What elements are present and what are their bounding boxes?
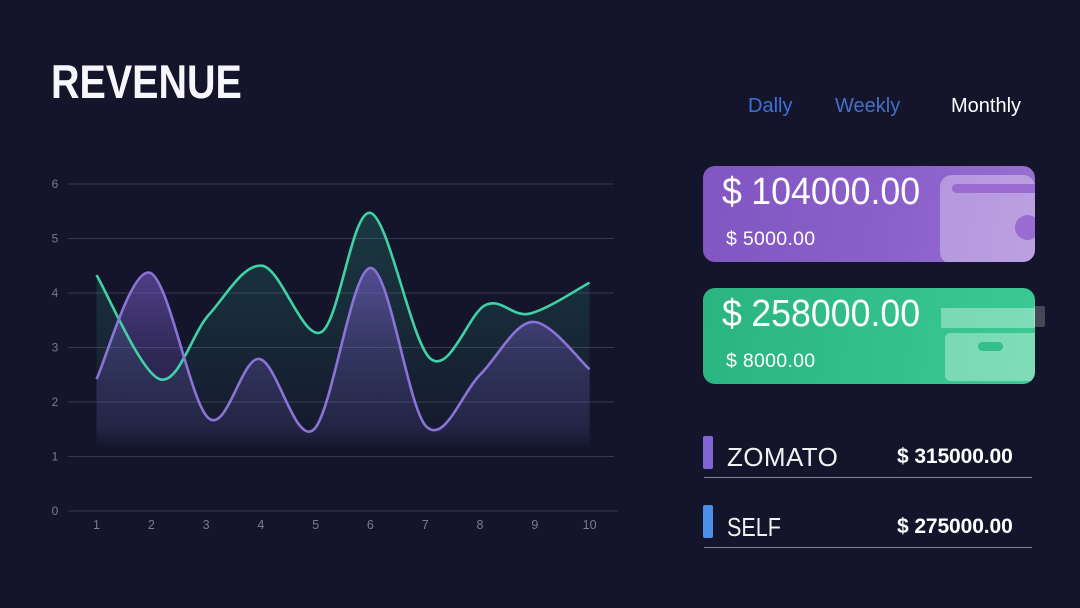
svg-text:5: 5: [52, 232, 59, 246]
svg-text:3: 3: [203, 518, 210, 532]
svg-text:3: 3: [52, 341, 59, 355]
svg-text:9: 9: [531, 518, 538, 532]
svg-text:2: 2: [52, 395, 59, 409]
svg-text:1: 1: [93, 518, 100, 532]
svg-text:10: 10: [583, 518, 597, 532]
svg-text:0: 0: [52, 504, 59, 518]
svg-text:2: 2: [148, 518, 155, 532]
svg-text:4: 4: [52, 286, 59, 300]
svg-text:6: 6: [367, 518, 374, 532]
svg-text:6: 6: [52, 177, 59, 191]
svg-text:1: 1: [52, 450, 59, 464]
svg-text:5: 5: [312, 518, 319, 532]
svg-text:7: 7: [422, 518, 429, 532]
svg-text:4: 4: [257, 518, 264, 532]
svg-text:8: 8: [477, 518, 484, 532]
